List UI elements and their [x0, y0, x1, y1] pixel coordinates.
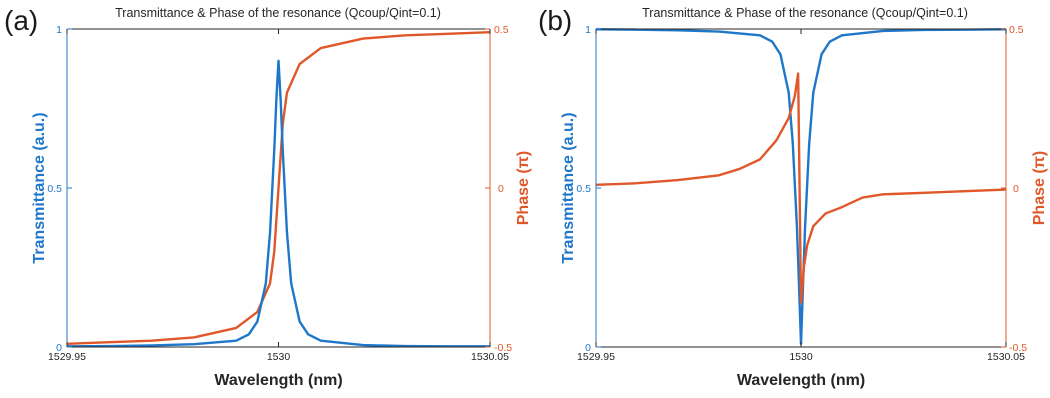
panel-b-x-axis-label: Wavelength (nm) — [737, 372, 865, 389]
panel-a-x-tick-label-0: 1529.95 — [48, 351, 86, 363]
panel-b: (b) Transmittance & Phase of the resonan… — [538, 5, 1048, 389]
panel-b-series-phase-line — [595, 72, 1007, 304]
panel-b-right-tick-label-2: 0.5 — [1009, 24, 1024, 36]
panel-a-label: (a) — [4, 5, 38, 36]
panel-b-right-axis-label: Phase (π) — [1031, 151, 1048, 226]
panel-b-label: (b) — [538, 5, 572, 36]
panel-a-right-tick-label-0: -0.5 — [494, 342, 512, 354]
panel-a-x-tick-label-2: 1530.05 — [471, 351, 509, 363]
panel-b-left-axis-label: Transmittance (a.u.) — [560, 112, 577, 263]
panel-a-series — [66, 30, 491, 348]
panel-a-left-tick-label-0: 0 — [56, 342, 62, 354]
panel-a-x-axis-label: Wavelength (nm) — [214, 372, 342, 389]
panel-a-right-tick-label-1: 0 — [498, 183, 504, 195]
panel-a-left-tick-label-1: 0.5 — [47, 183, 62, 195]
panel-b-title: Transmittance & Phase of the resonance (… — [642, 6, 968, 20]
panel-b-ticks — [595, 28, 1007, 348]
panel-b-x-tick-label-1: 1530 — [789, 351, 813, 363]
panel-b-left-tick-label-0: 0 — [585, 342, 591, 354]
panel-a-left-tick-label-2: 1 — [56, 24, 62, 36]
panel-a-right-tick-label-2: 0.5 — [494, 24, 509, 36]
panel-b-right-tick-label-1: 0 — [1013, 183, 1019, 195]
panel-b-x-tick-label-2: 1530.05 — [987, 351, 1025, 363]
panel-b-x-tick-label-0: 1529.95 — [577, 351, 615, 363]
panel-a-series-phase-line — [66, 30, 491, 346]
panel-a-right-axis-label: Phase (π) — [515, 151, 532, 226]
panel-a-series-transmittance-line — [66, 59, 490, 348]
panel-a: (a) Transmittance & Phase of the resonan… — [4, 5, 532, 389]
panel-b-left-tick-label-2: 1 — [585, 24, 591, 36]
panel-a-ticks — [66, 28, 491, 348]
panel-a-x-tick-label-1: 1530 — [267, 351, 291, 363]
panel-a-left-axis-label: Transmittance (a.u.) — [31, 112, 48, 263]
panel-b-left-tick-label-1: 0.5 — [576, 183, 591, 195]
panel-b-right-tick-label-0: -0.5 — [1009, 342, 1027, 354]
panel-a-title: Transmittance & Phase of the resonance (… — [115, 6, 441, 20]
